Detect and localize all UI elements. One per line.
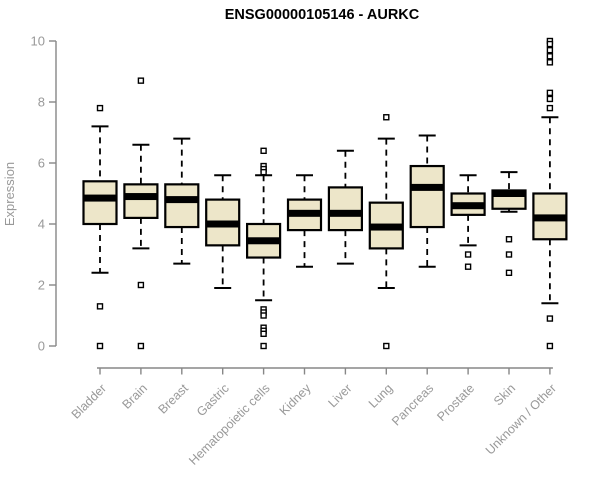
outlier-point: [383, 342, 390, 350]
outlier-point: [96, 342, 104, 350]
outlier-point: [546, 53, 554, 60]
plot-area: 0 2 4 6 8 10 Bladder Brain Breast GastricHematopo…: [31, 34, 568, 468]
median-line: [288, 209, 321, 217]
outlier-point: [546, 89, 554, 97]
outlier-point: [505, 236, 513, 243]
outlier-point: [505, 269, 513, 276]
outlier-point: [96, 303, 104, 310]
y-tick-label: 6: [38, 156, 45, 171]
median-line: [165, 196, 199, 204]
x-tick-label-hematopoietic-cells: Hematopoietic cells: [186, 381, 273, 468]
outlier-point: [260, 147, 267, 155]
outlier-point: [383, 114, 390, 121]
outlier-point: [546, 342, 554, 350]
box-brain: [123, 183, 159, 220]
outlier-point: [546, 59, 554, 66]
outlier-point: [546, 95, 554, 103]
box-pancreas: [409, 164, 445, 229]
y-tick-label: 2: [38, 278, 45, 293]
x-tick-label-lung: Lung: [366, 381, 396, 411]
box-bladder: [82, 180, 118, 226]
x-tick-label-skin: Skin: [491, 381, 518, 408]
box-breast: [164, 183, 200, 229]
median-line: [492, 190, 526, 197]
outlier-point: [137, 281, 145, 289]
median-line: [451, 202, 485, 210]
median-line: [206, 220, 240, 228]
box-liver: [327, 186, 363, 232]
x-tick-label-brain: Brain: [119, 381, 150, 412]
outlier-point: [260, 342, 267, 350]
outlier-point: [464, 263, 472, 270]
y-tick-label: 10: [31, 34, 45, 49]
x-tick-label-unknown-other: Unknown / Other: [483, 381, 559, 457]
outlier-point: [546, 315, 554, 322]
x-tick-label-kidney: Kidney: [277, 381, 314, 418]
outlier-point: [546, 104, 554, 112]
median-line: [247, 237, 281, 245]
outlier-point: [464, 251, 472, 258]
median-line: [369, 223, 403, 231]
outlier-point: [96, 104, 104, 112]
chart-title: ENSG00000105146 - AURKC: [225, 7, 420, 23]
y-tick-label: 8: [38, 95, 45, 110]
outlier-point: [260, 168, 267, 176]
median-line: [533, 214, 567, 222]
median-line: [328, 209, 362, 217]
x-tick-label-pancreas: Pancreas: [389, 381, 436, 428]
x-tick-label-bladder: Bladder: [69, 381, 109, 421]
outlier-point: [137, 77, 145, 84]
y-axis-label: Expression: [2, 162, 17, 226]
outlier-point: [505, 251, 513, 258]
outlier-point: [546, 46, 554, 54]
y-tick-label: 0: [38, 339, 45, 354]
outlier-point: [546, 40, 554, 48]
outlier-point: [137, 342, 145, 350]
x-tick-label-liver: Liver: [325, 381, 354, 410]
median-line: [83, 194, 117, 202]
x-tick-label-prostate: Prostate: [434, 381, 477, 424]
outlier-point: [260, 312, 267, 319]
x-tick-label-gastric: Gastric: [194, 381, 232, 419]
median-line: [410, 183, 444, 191]
median-line: [124, 193, 158, 201]
x-tick-label-breast: Breast: [155, 381, 191, 417]
y-tick-label: 4: [38, 217, 45, 232]
outlier-point: [260, 330, 267, 337]
